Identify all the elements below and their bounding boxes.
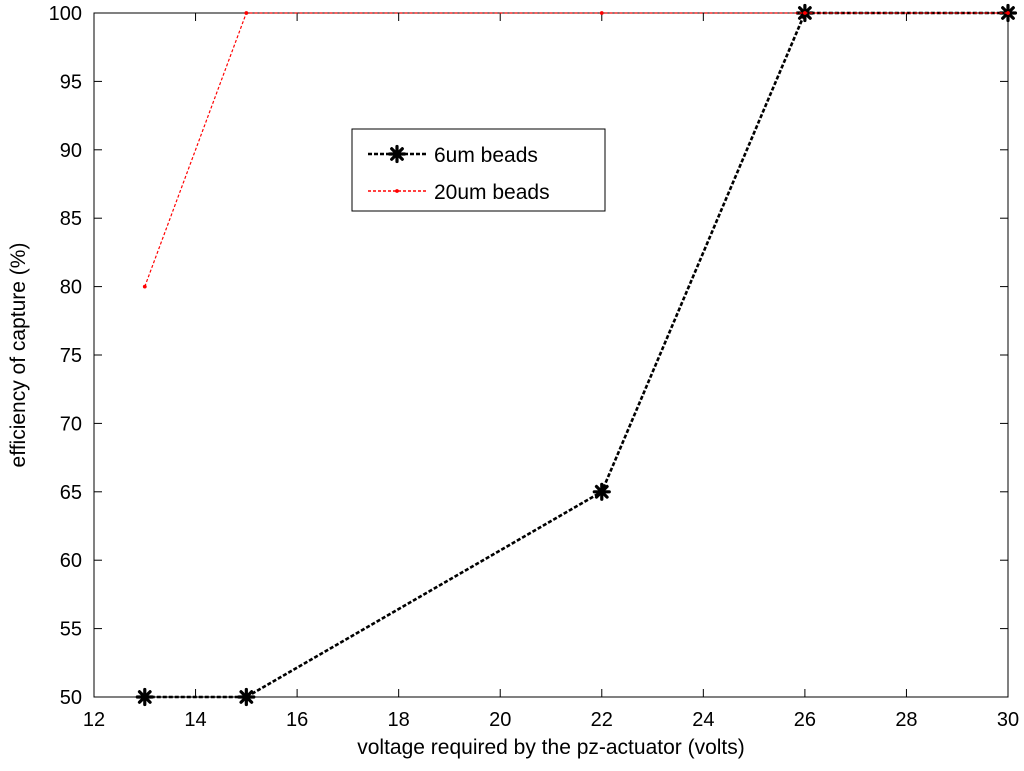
x-tick-label: 16 [286,709,308,731]
legend-entry-20um-beads: 20um beads [368,181,550,204]
x-axis: 12 14 16 18 20 22 24 26 28 30 [83,13,1019,731]
y-tick-label: 100 [49,3,82,25]
y-tick-label: 70 [60,413,82,435]
x-tick-label: 24 [692,709,714,731]
legend-entry-6um-beads: 6um beads [368,144,538,167]
x-tick-label: 22 [591,709,613,731]
data-point-20um-beads [802,11,807,15]
y-tick-label: 90 [60,140,82,162]
data-point-20um-beads [244,11,249,15]
y-tick-label: 65 [60,482,82,504]
data-point-20um-beads [142,284,147,289]
data-point-20um-beads [599,11,604,15]
x-tick-label: 30 [997,709,1019,731]
x-tick-label: 20 [489,709,511,731]
x-tick-label: 28 [895,709,917,731]
x-tick-label: 14 [184,709,206,731]
data-point-6um-beads [135,687,154,707]
y-tick-label: 80 [60,277,82,299]
data-point-20um-beads [1006,11,1010,15]
y-axis-title: efficiency of capture (%) [7,243,30,468]
y-tick-label: 85 [60,208,82,230]
y-tick-label: 95 [60,71,82,93]
x-tick-label: 26 [794,709,816,731]
x-tick-label: 18 [388,709,410,731]
legend: 6um beads 20um beads [351,128,606,212]
y-tick-label: 60 [60,550,82,572]
y-tick-label: 55 [60,619,82,641]
legend-label: 20um beads [434,181,550,204]
legend-marker [395,189,399,193]
data-point-6um-beads [592,482,611,501]
x-tick-label: 12 [83,709,105,731]
plot-area [93,12,1009,698]
data-point-6um-beads [237,687,256,707]
series-20um-beads [142,11,1010,289]
y-tick-label: 75 [60,345,82,367]
legend-marker [387,144,407,164]
y-tick-label: 50 [60,687,82,709]
series-layer [135,3,1018,707]
x-axis-title: voltage required by the pz-actuator (vol… [357,736,745,759]
legend-box [351,128,606,212]
legend-label: 6um beads [434,144,538,167]
